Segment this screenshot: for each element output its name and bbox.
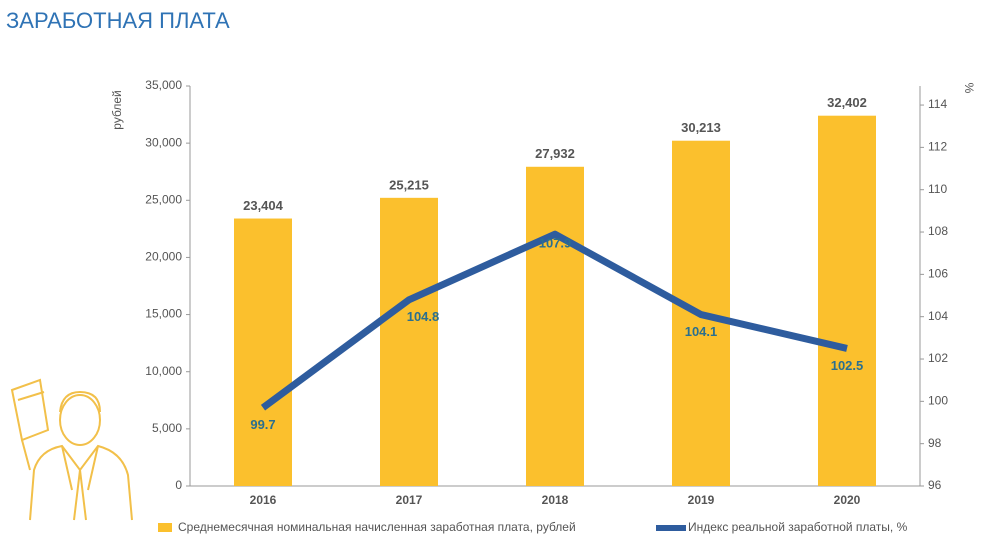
line-value-label: 104.8 [407,309,440,324]
bar-value-label: 30,213 [681,120,721,135]
y-tick-label: 10,000 [145,364,182,378]
bar [234,218,292,487]
bar [526,166,584,486]
bar [818,115,876,486]
legend: Среднемесячная номинальная начисленная з… [158,520,908,534]
x-tick-label: 2018 [542,493,569,507]
y2-tick-label: 108 [928,224,948,238]
legend-label: Индекс реальной заработной платы, % [688,520,908,534]
bar-value-label: 25,215 [389,177,429,192]
line [260,230,848,411]
y2-tick-label: 96 [928,478,942,492]
bar-value-label: 27,932 [535,146,575,161]
chart-title: ЗАРАБОТНАЯ ПЛАТА [6,8,230,33]
x-tick-label: 2019 [688,493,715,507]
line-value-label: 99.7 [250,417,275,432]
y-tick-label: 30,000 [145,135,182,149]
y-tick-label: 35,000 [145,78,182,92]
legend-label: Среднемесячная номинальная начисленная з… [178,520,576,534]
y-tick-label: 5,000 [152,421,182,435]
x-tick-label: 2020 [834,493,861,507]
y2-tick-label: 106 [928,267,948,281]
y-tick-label: 20,000 [145,250,182,264]
y2-tick-label: 112 [928,140,947,154]
x-tick-label: 2017 [396,493,423,507]
y2-tick-label: 104 [928,309,948,323]
y2-tick-label: 100 [928,394,948,408]
y2-tick-label: 102 [928,351,948,365]
y-axis-title: рублей [110,90,124,129]
bar-value-label: 23,404 [243,198,284,213]
legend-swatch [158,523,172,532]
bar-value-label: 32,402 [827,95,867,110]
line-value-label: 104.1 [685,324,718,339]
y-tick-label: 0 [175,478,182,492]
y2-axis-title: % [962,83,976,94]
y2-tick-label: 114 [928,97,947,111]
x-tick-label: 2016 [250,493,277,507]
line-value-label: 107.9 [539,236,572,251]
bar [380,197,438,487]
y2-tick-label: 110 [928,182,947,196]
y-tick-label: 15,000 [145,307,182,321]
line-value-label: 102.5 [831,358,864,373]
y-tick-label: 25,000 [145,192,182,206]
y2-tick-label: 98 [928,436,942,450]
person-icon [10,378,133,521]
